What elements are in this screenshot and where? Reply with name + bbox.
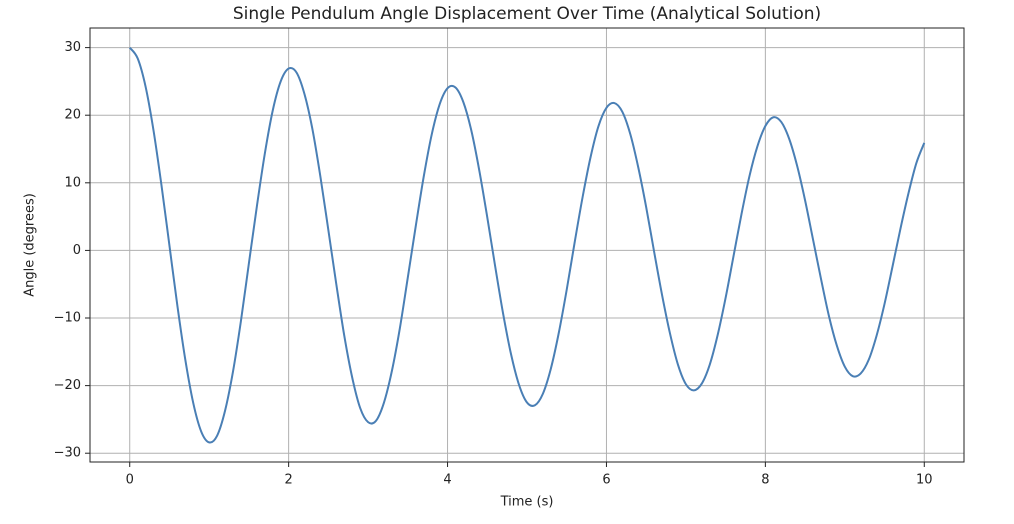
x-tick-label: 2: [284, 473, 292, 488]
y-tick-label: −20: [54, 378, 81, 393]
x-tick-label: 8: [761, 473, 769, 488]
x-axis-label: Time (s): [500, 495, 554, 510]
y-tick-label: 0: [73, 243, 81, 258]
y-tick-label: −30: [54, 446, 81, 461]
y-tick-label: 10: [64, 175, 81, 190]
data-line: [128, 46, 926, 444]
y-tick-label: 30: [64, 40, 81, 55]
x-tick-label: 10: [916, 473, 933, 488]
y-tick-label: 20: [64, 108, 81, 123]
x-tick-label: 6: [602, 473, 610, 488]
y-tick-label: −10: [54, 311, 81, 326]
x-tick-label: 0: [126, 473, 134, 488]
y-axis-label: Angle (degrees): [23, 193, 38, 297]
plot-frame: [89, 27, 965, 463]
chart-title: Single Pendulum Angle Displacement Over …: [233, 4, 821, 24]
x-tick-label: 4: [443, 473, 451, 488]
